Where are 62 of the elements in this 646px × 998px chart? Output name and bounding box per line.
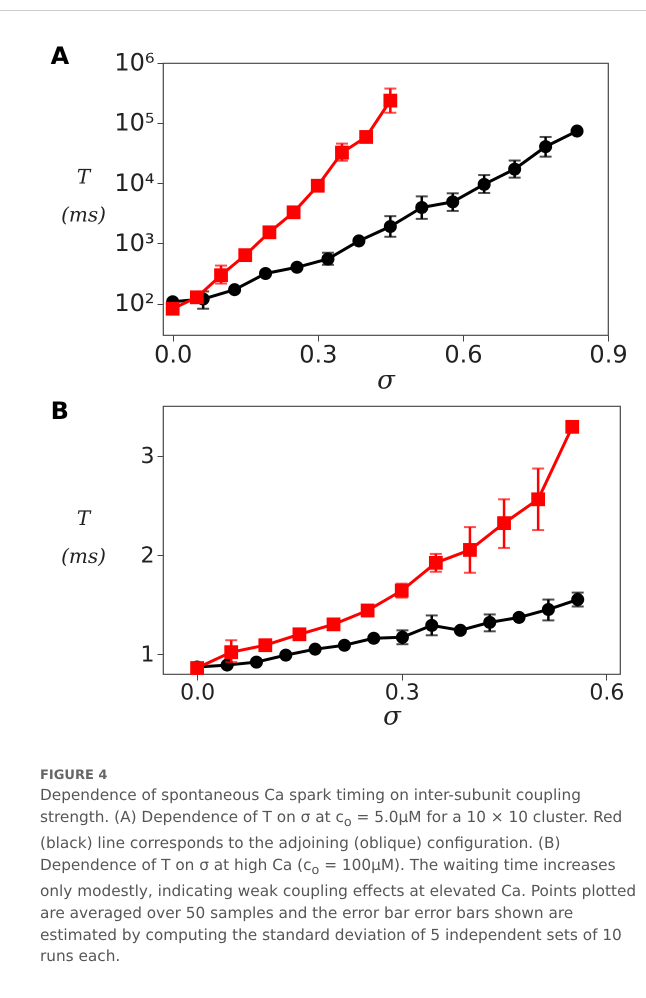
point xyxy=(542,602,555,616)
point xyxy=(310,178,325,193)
point xyxy=(286,205,300,220)
point xyxy=(214,268,228,282)
point xyxy=(258,638,272,652)
point xyxy=(463,543,477,557)
x-tick-label: 0.6 xyxy=(444,340,482,368)
point xyxy=(570,124,584,138)
point xyxy=(308,642,322,656)
point xyxy=(259,267,272,280)
point xyxy=(428,556,443,570)
y-tick-label: 10⁴ xyxy=(114,168,154,197)
point xyxy=(262,225,276,240)
chart-title: B xyxy=(50,397,69,425)
point xyxy=(359,130,374,144)
point xyxy=(360,604,375,618)
y-tick-label: 10⁶ xyxy=(114,48,154,76)
chart-title: A xyxy=(50,42,70,70)
text: Dependence of spontaneous Ca spark timing on inter-subunit coupling strength. (A) Dependence of T on σ at c$_{o}$ = 5.0μM for a 10 × 10 cluster. Red (black) line corresponds to the adjoining (oblique) configuration. (B) Dependence of T on σ at high Ca (c$_{o}$ = 100μM). The waiting time increases only modestly, indicating weak coupling effects at elevated Ca. Points plotted are averaged over 50 samples and the error bar error bars shown are estimated by computing the standard deviation of 5 independent sets of 10 runs each. xyxy=(40,786,636,966)
x-tick-label: 0.9 xyxy=(589,340,628,368)
point xyxy=(367,632,380,645)
point xyxy=(238,248,252,262)
point xyxy=(512,610,526,624)
y-tick-label: 10⁵ xyxy=(114,108,154,137)
point xyxy=(190,290,204,304)
point xyxy=(335,146,349,160)
x-axis-title: σ xyxy=(377,366,396,396)
point xyxy=(565,420,580,434)
point xyxy=(250,656,263,669)
y-tick-label: 3 xyxy=(140,444,154,470)
point xyxy=(224,645,238,660)
y-tick-label: 10³ xyxy=(114,228,154,257)
caption: FIGURE 4 xyxy=(40,768,108,783)
point xyxy=(478,178,491,191)
point xyxy=(166,302,180,316)
x-tick-label: 0.6 xyxy=(589,680,624,706)
point xyxy=(454,624,467,637)
point xyxy=(279,648,292,662)
y-axis-title: T (ms) xyxy=(61,506,106,568)
point xyxy=(497,516,511,530)
point xyxy=(338,638,351,652)
x-tick-label: 0.3 xyxy=(299,340,338,368)
point xyxy=(228,283,242,296)
y-tick-label: 10² xyxy=(114,289,154,318)
x-tick-label: 0.0 xyxy=(154,340,192,368)
point xyxy=(383,94,398,108)
y-tick-label: 2 xyxy=(140,543,154,568)
point xyxy=(508,162,522,176)
x-tick-label: 0.0 xyxy=(180,680,216,706)
point xyxy=(539,140,552,154)
point xyxy=(326,617,340,632)
point xyxy=(531,492,546,506)
point xyxy=(290,260,304,274)
y-axis-title: T (ms) xyxy=(61,164,106,227)
point xyxy=(292,627,306,642)
point xyxy=(415,200,428,214)
point xyxy=(384,220,397,234)
point xyxy=(446,195,460,208)
point xyxy=(483,616,496,629)
point xyxy=(425,618,438,632)
point xyxy=(352,234,366,248)
y-tick-label: 1 xyxy=(140,642,154,668)
